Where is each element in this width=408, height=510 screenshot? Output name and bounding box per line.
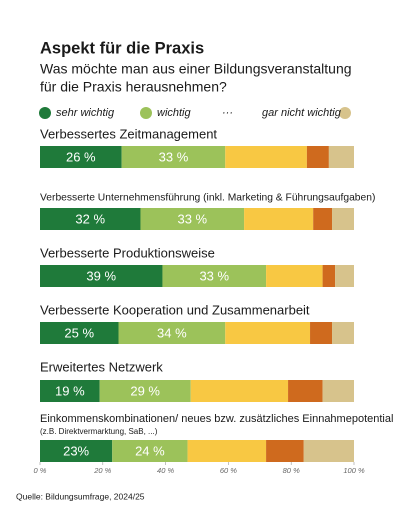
bar-segment bbox=[40, 322, 119, 344]
bar-segment bbox=[244, 208, 314, 230]
bar-segment bbox=[187, 440, 267, 462]
bar-segment bbox=[140, 208, 245, 230]
bar-segment bbox=[190, 380, 289, 402]
x-tick-label: 0 % bbox=[34, 466, 47, 475]
bar-segment bbox=[99, 380, 191, 402]
bar-segment bbox=[335, 265, 354, 287]
bar-segment bbox=[266, 440, 304, 462]
legend-swatch bbox=[339, 107, 351, 119]
chart-subtitle: Was möchte man aus einer Bildungsveranst… bbox=[40, 61, 352, 77]
category-label: Einkommenskombinationen/ neues bzw. zusä… bbox=[40, 413, 393, 425]
bar-segment bbox=[112, 440, 188, 462]
bar-segment bbox=[306, 146, 329, 168]
value-label: 34 % bbox=[157, 325, 187, 340]
chart-title: Aspekt für die Praxis bbox=[40, 39, 204, 57]
bar-segment bbox=[40, 208, 141, 230]
legend-swatch bbox=[39, 107, 51, 119]
bar-segment bbox=[313, 208, 333, 230]
bar-segment bbox=[332, 208, 354, 230]
legend-label: sehr wichtig bbox=[56, 107, 115, 119]
chart-subtitle: für die Praxis herausnehmen? bbox=[40, 79, 227, 95]
x-tick-label: 60 % bbox=[220, 466, 237, 475]
value-label: 23% bbox=[63, 443, 89, 458]
source: Quelle: Bildungsumfrage, 2024/25 bbox=[16, 491, 145, 501]
legend-swatch bbox=[140, 107, 152, 119]
bar-segment bbox=[322, 265, 336, 287]
value-label: 25 % bbox=[64, 325, 94, 340]
legend-label: gar nicht wichtig bbox=[262, 107, 342, 119]
bar-segment bbox=[121, 146, 226, 168]
category-label: Erweitertes Netzwerk bbox=[40, 359, 163, 374]
value-label: 26 % bbox=[66, 149, 96, 164]
bar-segment bbox=[118, 322, 226, 344]
legend-label: ··· bbox=[222, 107, 233, 119]
legend-label: wichtig bbox=[157, 107, 192, 119]
bar-segment bbox=[40, 146, 122, 168]
bar-segment bbox=[266, 265, 323, 287]
category-label: Verbessertes Zeitmanagement bbox=[40, 126, 217, 141]
bar-segment bbox=[162, 265, 267, 287]
category-label: Verbesserte Produktionsweise bbox=[40, 245, 215, 260]
bar-segment bbox=[40, 265, 163, 287]
bar-segment bbox=[225, 146, 307, 168]
x-tick-label: 100 % bbox=[343, 466, 365, 475]
bar-segment bbox=[288, 380, 323, 402]
value-label: 33 % bbox=[177, 211, 207, 226]
bar-segment bbox=[328, 146, 354, 168]
bar-segment bbox=[303, 440, 354, 462]
x-tick-label: 40 % bbox=[157, 466, 174, 475]
value-label: 33 % bbox=[159, 149, 189, 164]
category-note: (z.B. Direktvermarktung, SaB, ...) bbox=[40, 427, 158, 436]
value-label: 39 % bbox=[86, 268, 116, 283]
bar-segment bbox=[332, 322, 354, 344]
category-label: Verbesserte Unternehmensführung (inkl. M… bbox=[40, 193, 375, 204]
x-tick-label: 80 % bbox=[283, 466, 300, 475]
value-label: 19 % bbox=[55, 383, 85, 398]
x-tick-label: 20 % bbox=[93, 466, 111, 475]
value-label: 24 % bbox=[135, 443, 165, 458]
value-label: 32 % bbox=[75, 211, 105, 226]
category-label: Verbesserte Kooperation und Zusammenarbe… bbox=[40, 302, 310, 317]
bar-segment bbox=[310, 322, 333, 344]
bar-segment bbox=[225, 322, 311, 344]
value-label: 29 % bbox=[130, 383, 160, 398]
value-label: 33 % bbox=[199, 268, 229, 283]
bar-segment bbox=[322, 380, 354, 402]
bar-segment bbox=[40, 440, 113, 462]
bar-segment bbox=[40, 380, 100, 402]
